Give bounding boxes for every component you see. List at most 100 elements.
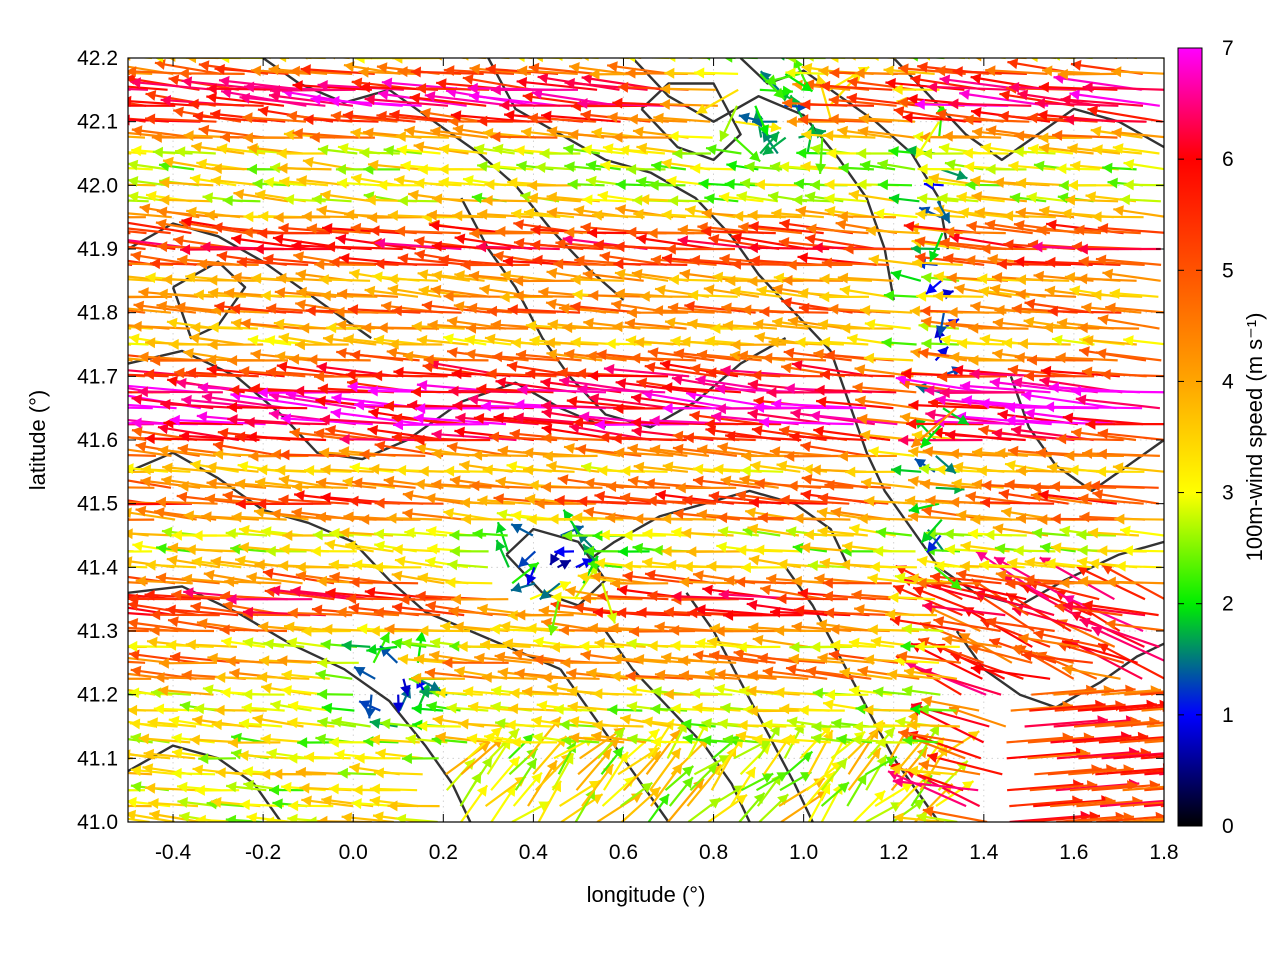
wind-vector [646,495,717,507]
wind-vector [540,400,625,412]
wind-vector [705,144,742,155]
wind-vector [985,65,1048,77]
wind-vector [875,527,912,539]
wind-vector [384,623,445,635]
wind-vector [467,701,517,713]
wind-vector [128,550,153,553]
wind-vector [636,233,714,251]
wind-vector [128,167,153,171]
wind-vector [958,632,1013,664]
wind-vector [400,678,411,697]
wind-vector [239,799,284,811]
wind-vector [1067,143,1121,155]
wind-vector [575,444,642,457]
wind-vector [821,257,890,269]
colorbar-tick-label: 2 [1222,593,1234,616]
wind-vector [350,173,399,187]
wind-vector [614,447,674,459]
wind-vector [1074,224,1141,236]
wind-vector [520,126,576,139]
wind-vector [435,731,490,744]
wind-vector [820,781,850,807]
wind-vector [806,223,869,235]
wind-vector [959,380,1051,394]
wind-vector [128,135,146,139]
wind-vector [171,767,216,779]
wind-vector [490,319,553,331]
wind-vector [686,546,741,558]
wind-vector [128,612,157,617]
wind-vector [379,718,419,730]
wind-vector [668,274,720,286]
y-tick-label: 42.2 [77,47,118,70]
wind-vector [1077,322,1140,334]
x-axis-ticks: -0.4 -0.2 0.0 0.2 0.4 0.6 0.8 1.0 1.2 1.4 1.6 1.8 [155,58,1179,864]
wind-vector [922,806,988,822]
wind-vector [690,687,733,699]
wind-vector [964,161,1010,173]
wind-vector [1078,256,1145,268]
wind-vector [128,453,156,457]
wind-vector [247,58,290,60]
wind-vector [892,776,979,792]
wind-vector [898,434,983,446]
wind-vector [667,302,732,314]
wind-vector [373,767,423,779]
wind-vector [1110,58,1118,60]
wind-vector [128,176,168,187]
wind-vector [916,577,981,589]
terrain-contour-line [685,592,814,822]
wind-vector [353,666,376,680]
wind-vector [144,113,217,125]
wind-vector [615,378,697,394]
wind-vector [869,561,917,573]
x-tick-label: 0.8 [699,841,728,864]
wind-vector [996,258,1072,270]
wind-vector [762,136,787,156]
wind-vector [935,455,957,475]
wind-vector [516,76,598,91]
wind-vector [535,58,583,63]
wind-vector [128,470,155,473]
wind-vector [192,111,268,123]
wind-vector [901,623,944,635]
wind-vector [226,593,313,605]
wind-vector [925,58,965,61]
wind-vector [693,754,731,776]
wind-vector [359,147,400,159]
wind-vector [692,702,741,714]
wind-vector [482,464,533,476]
wind-vector [950,652,1024,680]
colorbar-tick-label: 7 [1222,37,1234,60]
wind-vector [817,652,875,664]
wind-vector [128,593,201,605]
wind-vector [828,113,893,125]
wind-vector [128,565,148,569]
wind-vector [644,362,717,378]
wind-vector [774,687,824,698]
wind-vector [397,195,438,207]
wind-vector [1062,600,1146,617]
wind-vector [890,464,922,476]
wind-vector [824,689,869,701]
wind-vector [865,225,920,237]
wind-vector [723,609,803,621]
wind-vector [560,657,620,669]
wind-vector [975,58,1027,62]
wind-vector [682,494,755,506]
wind-vector [583,58,629,62]
wind-vector [128,581,148,585]
wind-vector [837,450,897,462]
wind-vector [939,387,1025,399]
wind-vector [848,523,896,537]
wind-vector [207,287,263,299]
wind-vector [557,741,577,775]
wind-vector [128,95,200,107]
wind-vector [566,396,646,410]
wind-vector [820,757,848,791]
wind-vector [193,289,246,301]
wind-vector [747,209,802,221]
wind-vector [211,719,262,731]
wind-vector [907,719,960,731]
